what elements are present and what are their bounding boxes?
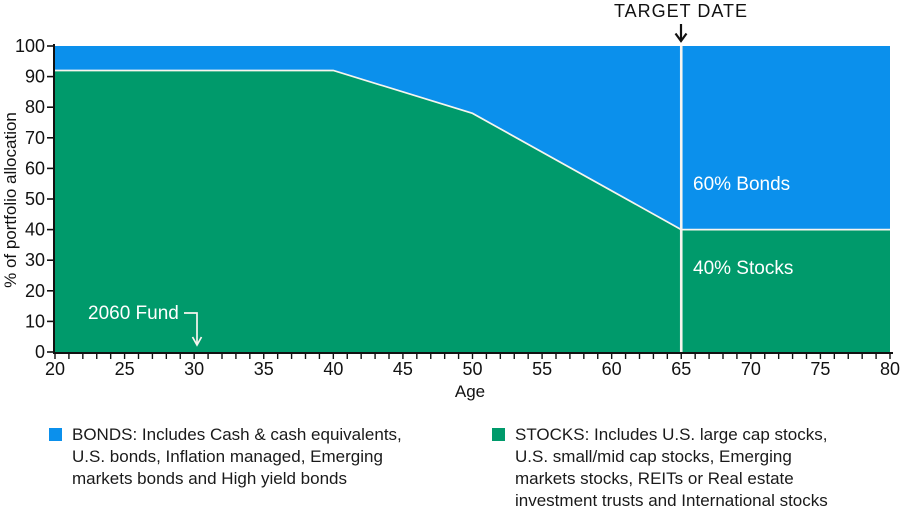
bonds-legend-text: BONDS: Includes Cash & cash equivalents,…	[72, 425, 402, 488]
svg-text:70: 70	[25, 128, 45, 148]
svg-text:35: 35	[254, 359, 274, 379]
svg-text:50: 50	[25, 189, 45, 209]
svg-text:80: 80	[25, 97, 45, 117]
svg-text:75: 75	[810, 359, 830, 379]
svg-text:10: 10	[25, 311, 45, 331]
svg-text:60: 60	[602, 359, 622, 379]
legend-item-bonds: BONDS: Includes Cash & cash equivalents,…	[49, 424, 449, 490]
svg-text:30: 30	[25, 250, 45, 270]
svg-text:90: 90	[25, 67, 45, 87]
stocks-legend-text: STOCKS: Includes U.S. large cap stocks, U…	[515, 425, 828, 510]
fund-arrow-icon	[184, 312, 203, 347]
svg-text:20: 20	[25, 281, 45, 301]
svg-text:40: 40	[25, 220, 45, 240]
axis-ticks	[47, 45, 891, 359]
svg-text:60: 60	[25, 158, 45, 178]
axis-tick-labels: 20 25 30 35 40 45 50 55 60 65 70 75 80 0 10 20 30 40 50 60 7…	[15, 36, 900, 379]
svg-text:65: 65	[671, 359, 691, 379]
svg-text:25: 25	[115, 359, 135, 379]
glide-path-line	[55, 69, 890, 231]
svg-text:0: 0	[35, 342, 45, 362]
svg-text:80: 80	[880, 359, 900, 379]
fund-label: 2060 Fund	[88, 303, 179, 324]
stocks-share-label: 40% Stocks	[693, 258, 793, 279]
svg-text:45: 45	[393, 359, 413, 379]
svg-text:30: 30	[184, 359, 204, 379]
stocks-swatch-icon	[492, 428, 505, 441]
y-axis-title: % of portfolio allocation	[1, 112, 20, 288]
svg-text:55: 55	[532, 359, 552, 379]
legend-item-stocks: STOCKS: Includes U.S. large cap stocks, U…	[492, 424, 900, 512]
target-date-arrow-icon	[674, 24, 688, 43]
bonds-swatch-icon	[49, 428, 62, 441]
x-axis-title: Age	[455, 382, 485, 401]
plot-area	[55, 46, 890, 352]
axis-lines	[53, 44, 893, 354]
annotations: TARGET DATE 60% Bonds 40% Stocks 2060 Fu…	[1, 1, 793, 401]
legend: BONDS: Includes Cash & cash equivalents,…	[0, 418, 900, 530]
svg-text:20: 20	[45, 359, 65, 379]
bonds-share-label: 60% Bonds	[693, 174, 790, 195]
svg-text:40: 40	[323, 359, 343, 379]
target-date-label: TARGET DATE	[614, 1, 748, 21]
glide-path-chart: 20 25 30 35 40 45 50 55 60 65 70 75 80 0 10 20 30 40 50 60 7…	[1, 1, 900, 401]
svg-text:50: 50	[462, 359, 482, 379]
svg-text:70: 70	[741, 359, 761, 379]
svg-text:100: 100	[15, 36, 45, 56]
